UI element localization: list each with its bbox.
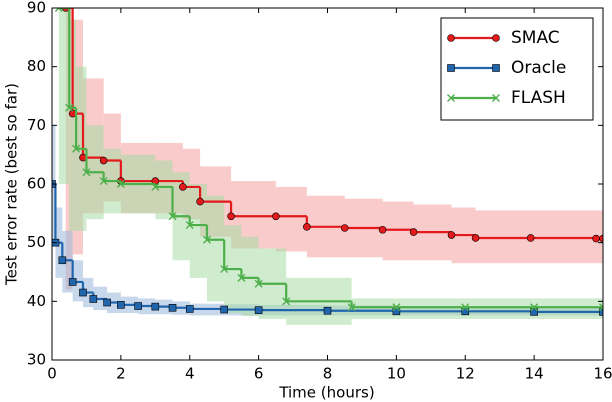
marker [103,298,111,307]
marker [54,8,63,12]
error-band [382,201,414,261]
x-axis-label: Time (hours) [278,384,374,402]
error-band [206,195,225,302]
legend-label: FLASH [511,88,566,108]
error-band [155,160,173,220]
error-band [69,19,77,231]
y-tick-label: 60 [27,175,46,193]
marker [185,221,194,230]
y-tick-label: 70 [27,116,46,134]
x-tick-label: 12 [456,365,475,383]
marker [168,303,177,312]
marker [179,183,187,191]
marker [72,144,81,153]
marker [58,256,67,265]
x-tick-label: 10 [387,365,406,383]
error-band [58,8,70,184]
marker [323,306,332,315]
marker [447,94,455,102]
marker [447,34,455,42]
y-axis-label: Test error rate (best so far) [3,83,21,286]
marker [151,302,160,311]
marker [378,225,387,234]
y-tick-label: 40 [27,292,46,310]
marker [392,303,401,312]
error-band [596,210,603,264]
error-band [475,210,531,264]
error-band [530,210,597,264]
marker [254,279,263,288]
marker [89,295,98,303]
plot-area [52,8,603,325]
marker [237,273,246,282]
marker [254,306,263,314]
error-band [534,298,603,319]
marker [168,212,177,221]
x-tick-label: 0 [47,365,57,383]
marker [530,303,539,312]
marker [196,197,204,206]
error-band [72,260,83,302]
marker [447,64,455,72]
marker [99,156,108,165]
marker [185,305,194,313]
marker [592,234,600,243]
marker [471,234,480,242]
marker [492,34,500,42]
marker [227,212,235,221]
y-tick-label: 80 [27,57,46,75]
y-tick-label: 30 [27,351,46,369]
marker [151,182,160,191]
marker [526,234,535,242]
legend-label: Oracle [511,58,566,78]
marker [340,224,349,232]
marker [99,177,108,186]
x-tick-label: 2 [116,365,126,383]
x-tick-label: 14 [525,365,544,383]
marker [492,94,500,102]
error-band [62,230,73,293]
x-tick-label: 16 [593,365,612,383]
marker [282,297,291,306]
marker [220,265,229,274]
error-band [396,298,466,319]
marker [272,212,280,221]
error-band [275,186,307,252]
marker [68,278,77,286]
marker [116,180,125,188]
marker [220,305,228,314]
marker [409,228,418,236]
marker [492,64,500,72]
y-tick-label: 50 [27,233,46,251]
error-band [189,184,207,278]
marker [530,308,538,316]
marker [134,302,142,310]
marker [599,303,603,312]
marker [65,103,74,112]
marker [447,231,456,239]
marker [599,308,603,316]
marker [347,303,356,312]
error-band [351,298,397,319]
marker [117,301,125,309]
marker [82,168,91,177]
marker [461,303,470,312]
x-tick-label: 6 [254,365,264,383]
error-band [465,298,535,319]
marker [599,234,603,243]
error-band [241,236,259,316]
legend-label: SMAC [511,28,560,48]
y-tick-label: 90 [27,0,46,17]
x-tick-label: 8 [323,365,333,383]
x-tick-label: 4 [185,365,195,383]
marker [202,235,211,244]
marker [303,223,311,231]
marker [79,288,87,297]
